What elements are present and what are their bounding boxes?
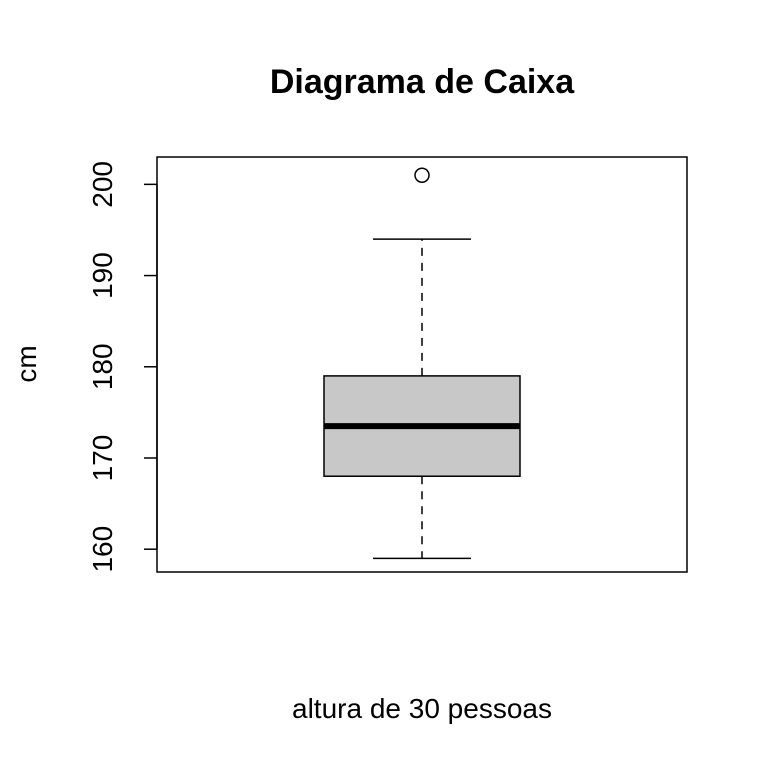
y-tick-label: 170 [87, 435, 118, 482]
y-axis-label: cm [11, 345, 42, 382]
y-axis: 160 170 180 190 200 [87, 161, 158, 573]
y-tick-label: 180 [87, 343, 118, 390]
y-tick-label: 200 [87, 161, 118, 208]
chart-title: Diagrama de Caixa [270, 63, 575, 101]
box-plot [323, 167, 521, 560]
x-axis-label: altura de 30 pessoas [292, 693, 552, 724]
y-tick-label: 190 [87, 252, 118, 299]
outlier-point [414, 167, 430, 183]
y-tick-label: 160 [87, 526, 118, 573]
